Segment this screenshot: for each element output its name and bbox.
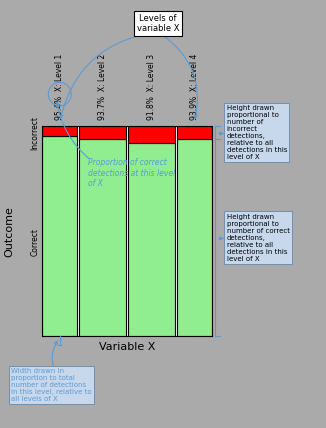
X-axis label: Variable X: Variable X bbox=[99, 342, 155, 351]
FancyArrowPatch shape bbox=[160, 34, 198, 118]
Text: Height drawn
proportional to
number of
incorrect
detections,
relative to all
det: Height drawn proportional to number of i… bbox=[227, 105, 287, 160]
FancyArrowPatch shape bbox=[60, 33, 156, 118]
Bar bbox=[177, 139, 212, 336]
Bar bbox=[79, 126, 126, 140]
FancyArrowPatch shape bbox=[52, 342, 57, 370]
Bar bbox=[42, 136, 77, 336]
Y-axis label: Outcome: Outcome bbox=[4, 206, 14, 256]
Text: Width drawn in
proportion to total
number of detections
in this level, relative : Width drawn in proportion to total numbe… bbox=[11, 368, 92, 402]
Text: 93.9%  X: Level 4: 93.9% X: Level 4 bbox=[190, 54, 199, 120]
Bar bbox=[128, 143, 175, 336]
Text: Levels of
variable X: Levels of variable X bbox=[137, 14, 179, 33]
Text: 93.7%  X: Level 2: 93.7% X: Level 2 bbox=[98, 54, 107, 120]
Bar bbox=[177, 126, 212, 139]
Bar bbox=[42, 126, 77, 136]
FancyArrowPatch shape bbox=[56, 102, 89, 159]
Bar bbox=[79, 140, 126, 336]
Bar bbox=[128, 126, 175, 143]
Text: Proportion of correct
detections at this level
of X: Proportion of correct detections at this… bbox=[88, 158, 175, 188]
Text: Height drawn
proportional to
number of correct
detections,
relative to all
detec: Height drawn proportional to number of c… bbox=[227, 214, 289, 262]
Text: 95.4%  X: Level 1: 95.4% X: Level 1 bbox=[55, 54, 64, 120]
Text: 91.8%  X: Level 3: 91.8% X: Level 3 bbox=[147, 54, 156, 120]
